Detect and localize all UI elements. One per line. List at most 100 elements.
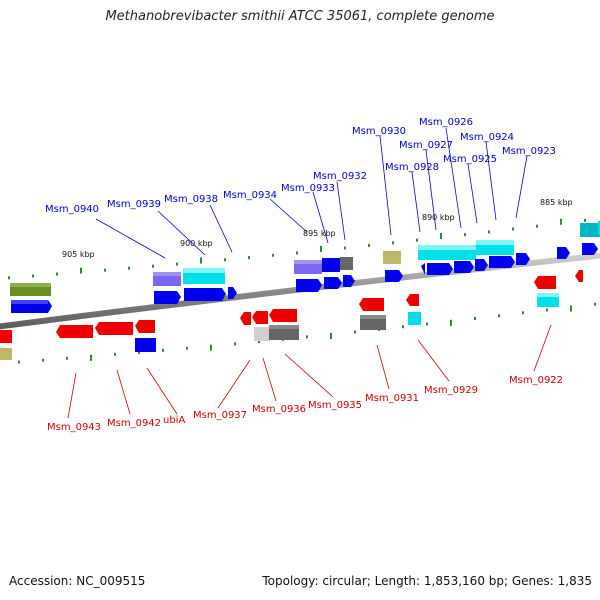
gene-label-msm-0929[interactable]: Msm_0929 bbox=[424, 385, 478, 396]
tick-mark bbox=[234, 342, 236, 346]
tick-mark bbox=[80, 267, 82, 274]
feature-red-0922[interactable] bbox=[534, 276, 556, 289]
tick-mark bbox=[402, 325, 404, 329]
gene-label-msm-0925[interactable]: Msm_0925 bbox=[443, 154, 497, 165]
tick-mark bbox=[200, 257, 202, 264]
feature-blue-0924b[interactable] bbox=[475, 259, 488, 271]
tick-mark bbox=[522, 311, 524, 315]
feature-msm-0942[interactable] bbox=[95, 322, 133, 335]
gene-label-msm-0930[interactable]: Msm_0930 bbox=[352, 126, 406, 137]
tick-mark bbox=[474, 317, 476, 321]
feature-red-left[interactable] bbox=[0, 330, 12, 343]
feature-blue-0923b[interactable] bbox=[489, 256, 515, 268]
tick-mark bbox=[426, 322, 428, 326]
tick-mark bbox=[464, 233, 466, 237]
tick-mark bbox=[248, 256, 250, 260]
tick-mark bbox=[594, 302, 596, 306]
gene-label-msm-0922[interactable]: Msm_0922 bbox=[509, 375, 563, 386]
tick-mark bbox=[138, 350, 140, 354]
gene-label-msm-0943[interactable]: Msm_0943 bbox=[47, 422, 101, 433]
tick-mark bbox=[560, 218, 562, 225]
tick-mark bbox=[162, 348, 164, 352]
top-strand-features bbox=[10, 221, 600, 313]
feature-gray-0936[interactable] bbox=[254, 327, 270, 341]
feature-cyan-0929[interactable] bbox=[408, 312, 421, 325]
tick-mark bbox=[296, 251, 298, 255]
feature-blue-0923c[interactable] bbox=[516, 253, 530, 265]
tick-mark bbox=[152, 264, 154, 268]
gene-label-msm-0935[interactable]: Msm_0935 bbox=[308, 400, 362, 411]
tick-mark bbox=[368, 243, 370, 247]
feature-red-0936[interactable] bbox=[269, 309, 297, 322]
gene-label-msm-0942[interactable]: Msm_0942 bbox=[107, 418, 161, 429]
tick-mark bbox=[258, 340, 260, 344]
tick-mark bbox=[450, 319, 452, 326]
feature-blue-0938[interactable] bbox=[184, 288, 226, 301]
tick-mark bbox=[186, 346, 188, 350]
feature-msm-0932[interactable] bbox=[340, 257, 353, 270]
feature-blue-small[interactable] bbox=[228, 287, 237, 299]
gene-label-msm-0926[interactable]: Msm_0926 bbox=[419, 117, 473, 128]
feature-khaki-left[interactable] bbox=[0, 348, 12, 360]
tick-mark bbox=[210, 344, 212, 351]
feature-red-0941[interactable] bbox=[135, 320, 155, 333]
feature-msm-0943[interactable] bbox=[56, 325, 93, 338]
gene-label-msm-0934[interactable]: Msm_0934 bbox=[223, 190, 277, 201]
gene-label-msm-0932[interactable]: Msm_0932 bbox=[313, 171, 367, 182]
feature-blue-0933b[interactable] bbox=[324, 277, 342, 289]
tick-mark bbox=[330, 332, 332, 339]
feature-blue-0930b[interactable] bbox=[385, 270, 403, 282]
gene-label-msm-0939[interactable]: Msm_0939 bbox=[107, 199, 161, 210]
tick-mark bbox=[114, 352, 116, 356]
feature-blue-right2[interactable] bbox=[582, 243, 598, 255]
tick-mark bbox=[320, 245, 322, 252]
feature-msm-0933[interactable] bbox=[322, 258, 340, 272]
scale-label-895: 895 kbp bbox=[303, 229, 336, 238]
top-label-lines bbox=[95, 127, 528, 259]
gene-label-msm-0927[interactable]: Msm_0927 bbox=[399, 140, 453, 151]
feature-blue-0926[interactable] bbox=[427, 263, 453, 275]
topology-text: Topology: circular; Length: 1,853,160 bp… bbox=[262, 574, 592, 588]
feature-blue-0934b[interactable] bbox=[296, 279, 322, 292]
feature-blue-0932b[interactable] bbox=[343, 275, 355, 287]
feature-blue-0927[interactable] bbox=[421, 263, 425, 275]
accession-text: Accession: NC_009515 bbox=[9, 574, 146, 588]
scale-label-905: 905 kbp bbox=[62, 250, 95, 259]
feature-blue-0925b[interactable] bbox=[454, 261, 474, 273]
tick-mark bbox=[42, 358, 44, 362]
gene-label-msm-0928[interactable]: Msm_0928 bbox=[385, 162, 439, 173]
tick-mark bbox=[584, 218, 586, 222]
gene-label-msm-0933[interactable]: Msm_0933 bbox=[281, 183, 335, 194]
feature-red-0929[interactable] bbox=[406, 294, 419, 306]
feature-blue-0940b[interactable] bbox=[154, 291, 181, 304]
feature-cyan-right[interactable] bbox=[580, 223, 600, 237]
feature-cyan-right2[interactable] bbox=[598, 221, 600, 235]
feature-blue-right1[interactable] bbox=[557, 247, 570, 259]
feature-red-right[interactable] bbox=[575, 270, 583, 282]
gene-label-msm-0940[interactable]: Msm_0940 bbox=[45, 204, 99, 215]
tick-marks bbox=[8, 218, 596, 364]
tick-mark bbox=[392, 241, 394, 245]
feature-red-0937b[interactable] bbox=[252, 311, 268, 324]
gene-label-msm-0931[interactable]: Msm_0931 bbox=[365, 393, 419, 404]
feature-msm-0930[interactable] bbox=[383, 251, 401, 264]
scale-label-885: 885 kbp bbox=[540, 198, 573, 207]
tick-mark bbox=[56, 272, 58, 276]
feature-red-0931[interactable] bbox=[359, 298, 384, 311]
gene-label-msm-0936[interactable]: Msm_0936 bbox=[252, 404, 306, 415]
gene-label-msm-0937[interactable]: Msm_0937 bbox=[193, 410, 247, 421]
gene-label-msm-0923[interactable]: Msm_0923 bbox=[502, 146, 556, 157]
tick-mark bbox=[8, 276, 10, 280]
feature-red-0937a[interactable] bbox=[240, 312, 251, 325]
tick-mark bbox=[128, 266, 130, 270]
bottom-strand-features bbox=[0, 270, 583, 360]
gene-label-ubia[interactable]: ubiA bbox=[163, 415, 185, 426]
gene-label-msm-0924[interactable]: Msm_0924 bbox=[460, 132, 514, 143]
gene-label-msm-0938[interactable]: Msm_0938 bbox=[164, 194, 218, 205]
tick-mark bbox=[536, 224, 538, 228]
feature-ubia[interactable] bbox=[135, 338, 156, 352]
scale-label-890: 890 kbp bbox=[422, 213, 455, 222]
tick-mark bbox=[18, 360, 20, 364]
